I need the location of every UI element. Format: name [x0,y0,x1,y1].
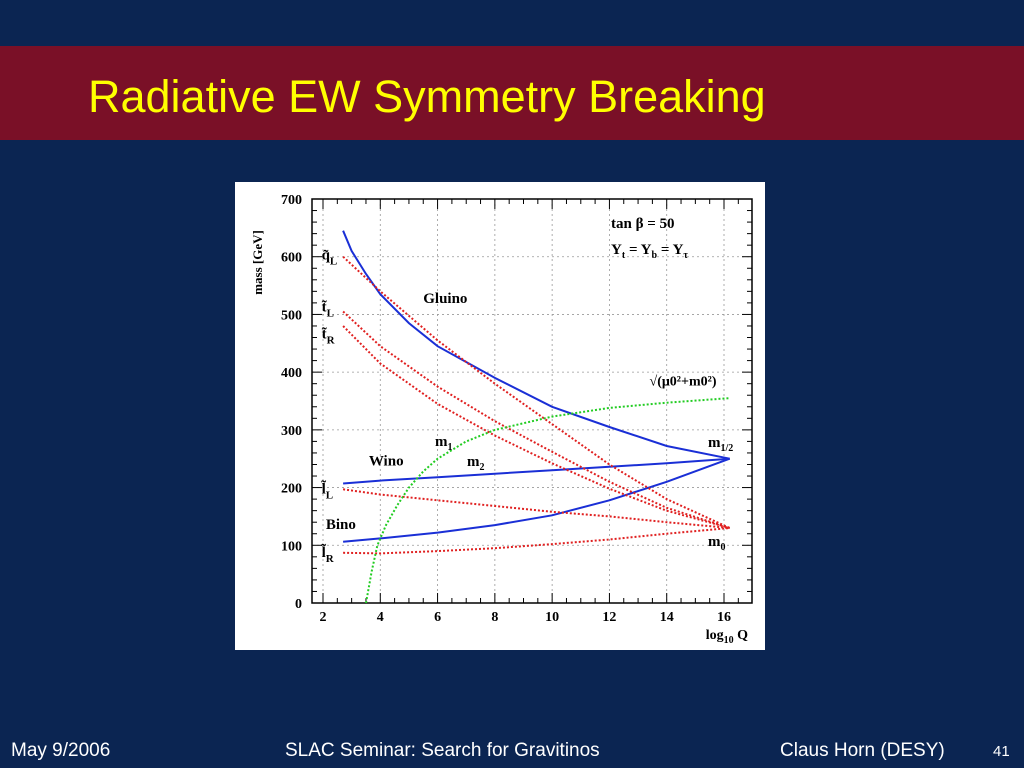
x-axis-label: log10 Q [706,628,748,646]
series-label-1: Wino [369,454,404,470]
title-bar [0,46,1024,140]
series-label-4: t̃L [322,300,334,320]
y-tick-label: 100 [281,539,302,554]
y-tick-label: 400 [281,366,302,381]
x-tick-label: 10 [545,610,559,625]
footer-author: Claus Horn (DESY) [780,740,945,761]
x-tick-label: 16 [717,610,731,625]
slide-title: Radiative EW Symmetry Breaking [88,71,766,122]
x-tick-label: 6 [434,610,441,625]
chart-panel: 0 100 200 300 400 500 600 700 2 4 6 8 10 12 14 16 mass [… [235,182,765,650]
x-tick-label: 2 [320,610,327,625]
series-line-1 [343,457,730,485]
annotation-m0: m0 [708,534,726,553]
series-line-5 [342,325,730,529]
plot-frame [311,198,753,604]
annotation-yukawa: Yt = Yb = Yτ [611,242,688,261]
y-tick-label: 600 [281,251,302,266]
series-label-7: l̃R [321,543,335,565]
annotation-m2: m2 [467,454,485,473]
series-line-4 [342,310,731,529]
mass-running-chart: 0 100 200 300 400 500 600 700 2 4 6 8 10 12 14 16 mass [… [250,193,753,646]
footer-seminar: SLAC Seminar: Search for Gravitinos [285,740,600,761]
y-tick-label: 500 [281,308,302,323]
series-line-7 [343,527,730,555]
series-line-0 [342,230,730,460]
series-label-3: q̃L [322,248,338,268]
x-tick-label: 8 [491,610,498,625]
annotation-m-half: m1/2 [708,435,733,454]
series-line-3 [342,255,731,529]
series-line-6 [342,488,730,529]
y-tick-label: 0 [295,597,302,612]
series-line-8 [365,397,730,604]
y-tick-label: 300 [281,424,302,439]
series-label-0: Gluino [423,291,467,307]
footer-date: May 9/2006 [11,740,111,761]
series-label-2: Bino [326,517,356,533]
y-tick-label: 700 [281,193,302,208]
series-label-5: t̃R [322,327,336,347]
footer-page-number: 41 [993,743,1010,760]
x-tick-label: 12 [602,610,616,625]
series-label-8: √(μ0²+m0²) [650,374,717,389]
y-axis-label: mass [GeV] [250,230,265,295]
series-label-6: l̃L [321,479,333,501]
x-tick-label: 4 [377,610,384,625]
annotation-tan-beta: tan β = 50 [611,216,675,232]
y-tick-label: 200 [281,482,302,497]
x-tick-label: 14 [660,610,674,625]
series-line-2 [343,457,731,543]
